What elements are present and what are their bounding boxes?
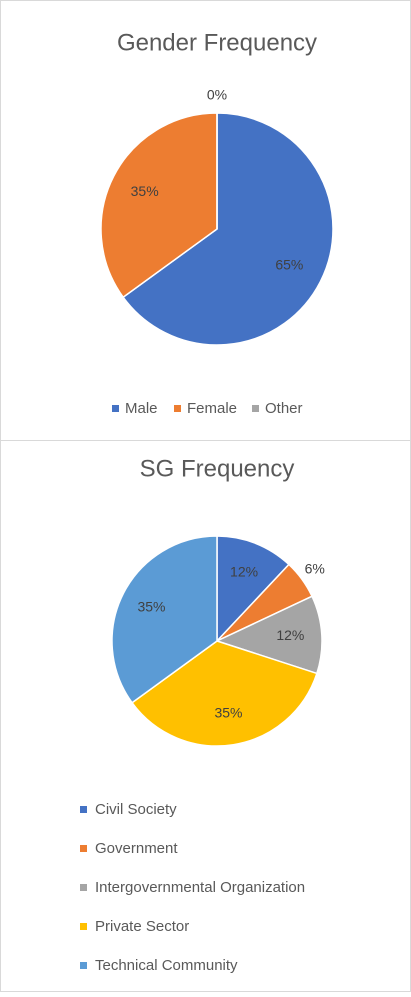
legend-label: Technical Community	[95, 957, 238, 974]
legend-label: Intergovernmental Organization	[95, 879, 305, 896]
legend-label: Private Sector	[95, 918, 189, 935]
pie-slice	[111, 535, 218, 704]
legend-label: Civil Society	[95, 801, 177, 818]
pie-slice	[122, 112, 334, 346]
legend-swatch	[80, 806, 87, 813]
legend-label: Government	[95, 840, 178, 857]
pie-slice	[131, 640, 318, 747]
data-label: 35%	[137, 598, 165, 614]
legend-swatch	[112, 405, 119, 412]
legend-label: Female	[187, 400, 237, 417]
legend-label: Other	[265, 400, 303, 417]
legend-swatch	[252, 405, 259, 412]
data-label: 12%	[230, 563, 258, 579]
legend-swatch	[80, 884, 87, 891]
data-label: 6%	[305, 561, 325, 577]
pie-slice	[100, 112, 218, 299]
data-label: 0%	[207, 86, 227, 102]
legend-label: Male	[125, 400, 158, 417]
pie-slice	[214, 595, 323, 675]
data-label: 35%	[131, 183, 159, 199]
legend-swatch	[80, 962, 87, 969]
pie-slice	[216, 535, 290, 643]
data-label: 12%	[276, 627, 304, 643]
chart-title: Gender Frequency	[117, 29, 317, 56]
data-label: 65%	[275, 257, 303, 273]
legend-swatch	[80, 923, 87, 930]
data-label: 35%	[214, 704, 242, 720]
chart-title: SG Frequency	[140, 455, 295, 482]
legend-swatch	[80, 845, 87, 852]
legend-swatch	[174, 405, 181, 412]
